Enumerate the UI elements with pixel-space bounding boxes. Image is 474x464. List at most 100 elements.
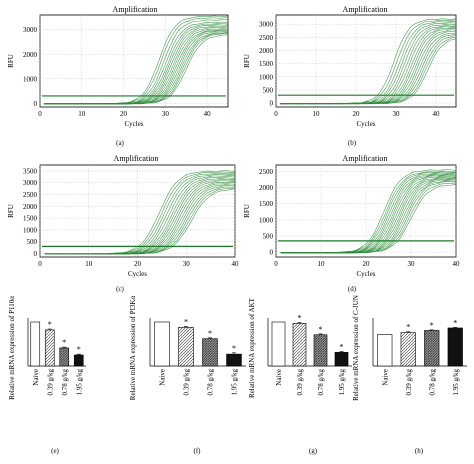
y-tick-label: 3500 <box>23 167 38 175</box>
y-tick-label: 3000 <box>259 21 274 29</box>
amplification-panel-a: 0 10 20 30 40 0 1000 2000 3000 Amplification Cycle… <box>7 5 229 147</box>
y-tick-label: 2500 <box>259 168 274 176</box>
bar <box>313 334 328 367</box>
x-tick-label: 0.78 g/kg <box>207 369 215 396</box>
y-tick-label: 3000 <box>23 179 38 187</box>
bar <box>154 321 170 367</box>
amplification-panel-b: 0 10 20 30 40 0 500 1000 1500 2000 2500 3000 Amplifi… <box>243 5 457 147</box>
x-tick-label: 30 <box>162 110 170 118</box>
amplification-panel-c: 0 10 20 30 40 0 500 1000 1500 2000 2500 3000 3500 Amp… <box>7 154 239 293</box>
y-axis-label: Relative mRNA expression of AKT <box>248 297 256 398</box>
x-tick-label: 40 <box>433 110 441 118</box>
y-axis-label: RFU <box>7 204 15 218</box>
y-tick-label: 0 <box>270 249 274 257</box>
significance-marker: * <box>453 318 457 327</box>
bar <box>226 353 242 367</box>
y-axis-label: RFU <box>243 204 251 218</box>
significance-marker: * <box>208 329 212 338</box>
y-tick-label: 500 <box>263 86 274 94</box>
panel-label: (a) <box>116 139 124 147</box>
bar-panel-e: Naive * 0.39 g/kg * 0.78 g/kg * 1.95 g/kg Relat… <box>8 296 86 455</box>
x-tick-label: Naive <box>275 369 283 386</box>
bar-panel-g: Naive * 0.39 g/kg * 0.78 g/kg * 1.95 g/kg Relat… <box>248 297 352 455</box>
y-axis-label: Relative mRNA expression of PI3Kα <box>129 295 137 400</box>
x-tick-label: Naive <box>32 369 40 386</box>
y-tick-label: 2500 <box>23 191 38 199</box>
significance-marker: * <box>340 342 344 351</box>
x-axis-label: Cycles <box>356 270 375 278</box>
y-tick-label: 500 <box>263 233 274 241</box>
x-tick-label: 40 <box>204 110 212 118</box>
amplification-panel-d: 0 10 20 30 40 0 500 1000 1500 2000 2500 Amplificati… <box>243 154 460 293</box>
plot-frame <box>39 14 229 108</box>
y-tick-label: 1000 <box>259 73 274 81</box>
x-tick-label: 1.95 g/kg <box>338 369 346 396</box>
bar <box>400 332 416 367</box>
chart-title: Amplification <box>343 5 388 14</box>
y-tick-label: 3000 <box>23 26 38 34</box>
x-tick-label: 20 <box>353 110 361 118</box>
x-tick-label: 0.78 g/kg <box>428 369 436 396</box>
bar <box>447 327 463 367</box>
bar-panel-f: Naive * 0.39 g/kg * 0.78 g/kg * 1.95 g/kg Relat… <box>129 295 246 455</box>
amplification-curve <box>280 180 457 254</box>
y-tick-label: 1500 <box>23 215 38 223</box>
x-tick-label: 20 <box>363 260 371 268</box>
y-axis-label: RFU <box>7 54 15 68</box>
panel-label: (c) <box>116 285 124 293</box>
x-tick-label: 30 <box>408 260 416 268</box>
y-axis-label: RFU <box>243 54 251 68</box>
significance-marker: * <box>184 317 188 326</box>
significance-marker: * <box>232 344 236 353</box>
y-tick-label: 1000 <box>23 75 38 83</box>
x-tick-label: 30 <box>393 110 401 118</box>
x-tick-label: 40 <box>453 260 461 268</box>
y-tick-label: 2000 <box>23 203 38 211</box>
chart-title: Amplification <box>114 154 159 163</box>
x-tick-label: Naive <box>381 369 389 386</box>
significance-marker: * <box>406 323 410 332</box>
bar <box>178 326 194 367</box>
amplification-curve <box>44 188 236 255</box>
bar <box>334 352 349 367</box>
x-tick-label: 10 <box>313 110 321 118</box>
y-axis-label: Relative mRNA expression of C-JUN <box>352 295 360 401</box>
x-tick-label: 0.39 g/kg <box>296 369 304 396</box>
bar <box>377 334 393 367</box>
x-tick-label: 30 <box>183 260 191 268</box>
y-axis-label: Relative mRNA expression of P110α <box>8 296 16 400</box>
amplification-curve <box>279 38 457 105</box>
x-tick-label: 1.95 g/kg <box>452 369 460 396</box>
significance-marker: * <box>62 338 66 347</box>
y-tick-label: 2500 <box>259 34 274 42</box>
y-tick-label: 0 <box>270 100 274 108</box>
amplification-curve <box>280 184 457 254</box>
x-axis-label: Cycles <box>128 270 147 278</box>
y-tick-label: 500 <box>27 238 38 246</box>
panel-label: (h) <box>415 447 424 455</box>
x-tick-label: 0 <box>38 260 42 268</box>
bar <box>73 354 84 367</box>
panel-label: (b) <box>348 139 357 147</box>
y-tick-label: 0 <box>34 250 38 258</box>
bar <box>292 323 307 367</box>
x-axis-label: Cycles <box>356 120 375 128</box>
significance-marker: * <box>48 320 52 329</box>
x-tick-label: 0 <box>38 110 42 118</box>
panel-label: (d) <box>348 285 357 293</box>
x-tick-label: 40 <box>232 260 240 268</box>
x-tick-label: 20 <box>134 260 142 268</box>
amplification-curve <box>44 34 229 105</box>
bar <box>30 321 41 367</box>
plot-frame <box>275 14 457 108</box>
x-tick-label: 10 <box>78 110 86 118</box>
y-tick-label: 1000 <box>23 226 38 234</box>
y-tick-label: 0 <box>34 100 38 108</box>
x-tick-label: 1.95 g/kg <box>231 369 239 396</box>
panel-label: (e) <box>51 447 59 455</box>
x-tick-label: 0 <box>274 260 278 268</box>
chart-title: Amplification <box>113 5 158 14</box>
y-tick-label: 2000 <box>23 51 38 59</box>
x-tick-label: 0 <box>274 110 278 118</box>
